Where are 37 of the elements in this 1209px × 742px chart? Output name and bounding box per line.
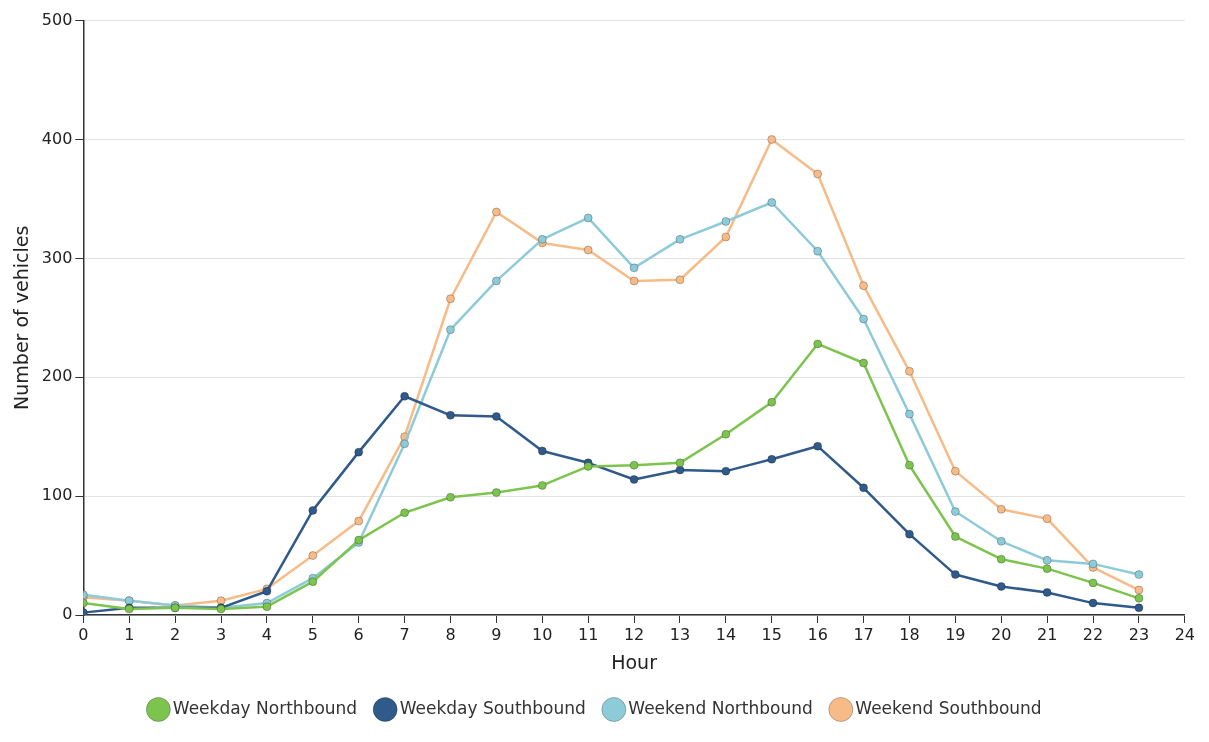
x-tick-label: 9 (491, 624, 502, 644)
x-tick-label: 16 (807, 624, 828, 644)
legend-label: Weekend Southbound (855, 697, 1042, 718)
x-tick-label: 23 (1128, 624, 1150, 644)
x-tick-label: 6 (353, 624, 364, 644)
y-tick-label: 300 (41, 247, 73, 267)
x-tick-label: 18 (899, 624, 920, 644)
y-tick-label: 0 (62, 604, 73, 624)
y-axis-title: Number of vehicles (10, 225, 33, 410)
x-tick-label: 4 (261, 624, 273, 644)
legend-label: Weekend Northbound (628, 697, 813, 718)
legend-label: Weekday Southbound (399, 697, 586, 718)
x-tick-label: 15 (761, 624, 782, 644)
y-tick-label: 100 (41, 485, 73, 505)
x-tick-label: 11 (578, 624, 599, 644)
x-tick-label: 5 (307, 624, 318, 644)
x-tick-label: 3 (215, 624, 227, 644)
x-tick-label: 21 (1036, 624, 1058, 644)
x-tick-label: 22 (1082, 624, 1104, 644)
y-tick-label: 200 (41, 366, 73, 386)
y-tick-label: 400 (41, 128, 73, 148)
x-tick-label: 20 (991, 624, 1012, 644)
x-tick-label: 2 (170, 624, 181, 644)
x-tick-label: 0 (78, 624, 89, 644)
x-tick-label: 24 (1174, 624, 1195, 644)
x-tick-label: 17 (853, 624, 874, 644)
y-tick-label: 500 (41, 9, 73, 29)
x-tick-label: 14 (715, 624, 737, 644)
x-axis-title: Hour (611, 650, 658, 673)
x-tick-label: 10 (532, 624, 553, 644)
legend-label: Weekday Northbound (172, 697, 358, 718)
x-tick-label: 13 (669, 624, 691, 644)
x-tick-label: 8 (445, 624, 456, 644)
x-tick-label: 1 (124, 624, 135, 644)
x-tick-label: 19 (945, 624, 966, 644)
x-tick-label: 7 (399, 624, 410, 644)
x-tick-label: 12 (623, 624, 645, 644)
